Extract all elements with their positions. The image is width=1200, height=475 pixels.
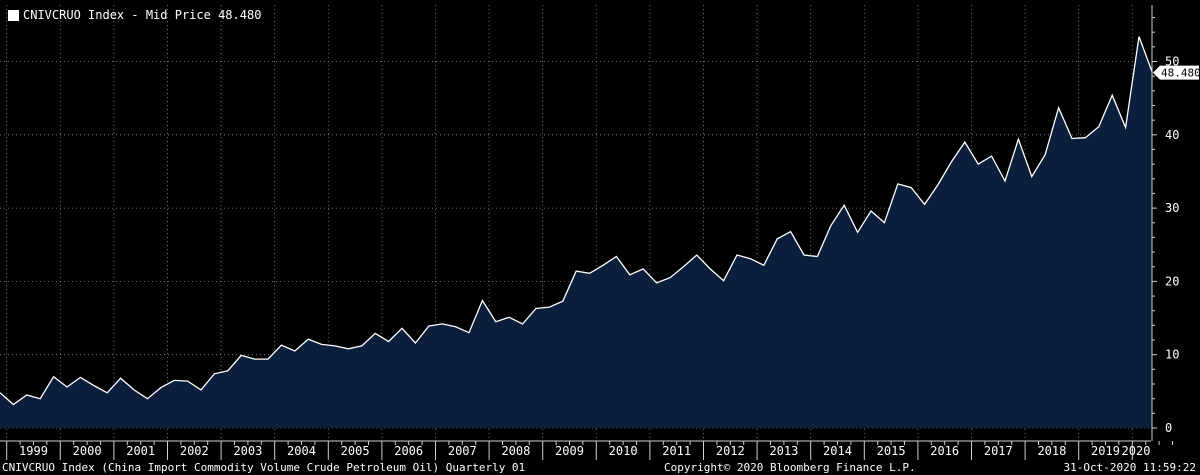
x-tick-label: 2018 (1037, 444, 1066, 458)
x-tick-label: 2005 (341, 444, 370, 458)
x-tick-label: 2006 (394, 444, 423, 458)
x-tick-label: 1999 (19, 444, 48, 458)
y-tick-label: 0 (1165, 421, 1172, 435)
legend-label: CNIVCRUO Index - Mid Price 48.480 (23, 8, 262, 22)
y-tick-label: 30 (1165, 201, 1179, 215)
x-tick-label: 2019 (1091, 444, 1120, 458)
legend-swatch (8, 9, 19, 21)
x-tick-label: 2007 (448, 444, 477, 458)
x-tick-label: 2014 (823, 444, 852, 458)
series-area-fill (0, 36, 1153, 428)
x-tick-label: 2008 (501, 444, 530, 458)
x-tick-label: 2000 (73, 444, 102, 458)
x-tick-label: 2010 (609, 444, 638, 458)
x-tick-label: 2017 (984, 444, 1013, 458)
last-value-label: 48.480 (1161, 67, 1200, 80)
x-tick-label: 2009 (555, 444, 584, 458)
series-line (0, 36, 1154, 406)
x-tick-label: 2004 (287, 444, 316, 458)
grid (0, 5, 1151, 440)
legend: CNIVCRUO Index - Mid Price 48.480 (8, 8, 261, 22)
footer-timestamp: 31-Oct-2020 11:59:22 (1063, 461, 1196, 474)
last-value-marker: 48.480 (1153, 65, 1200, 80)
x-axis: 1999 2000 2001 2002 2003 2004 2005 2006 2007 2008… (0, 440, 1173, 460)
x-tick-label: 2012 (716, 444, 745, 458)
x-tick-label: 2016 (930, 444, 959, 458)
x-tick-label: 2013 (769, 444, 798, 458)
x-tick-label: 2003 (233, 444, 262, 458)
last-value-box (1153, 65, 1199, 80)
x-tick-label: 2002 (180, 444, 209, 458)
y-axis: 0 10 20 30 40 50 (1151, 5, 1179, 441)
x-tick-label: 2015 (877, 444, 906, 458)
x-tick-label: 2011 (662, 444, 691, 458)
x-tick-label: 2001 (126, 444, 155, 458)
x-tick-label: 2020 (1122, 444, 1151, 458)
y-tick-label: 40 (1165, 128, 1179, 142)
footer-copyright: Copyright© 2020 Bloomberg Finance L.P. (664, 461, 916, 474)
y-tick-label: 10 (1165, 348, 1179, 362)
footer-security-description: CNIVCRUO Index (China Import Commodity V… (2, 461, 526, 474)
footer: CNIVCRUO Index (China Import Commodity V… (0, 460, 1200, 475)
y-tick-label: 50 (1165, 55, 1179, 69)
y-tick-label: 20 (1165, 274, 1179, 288)
